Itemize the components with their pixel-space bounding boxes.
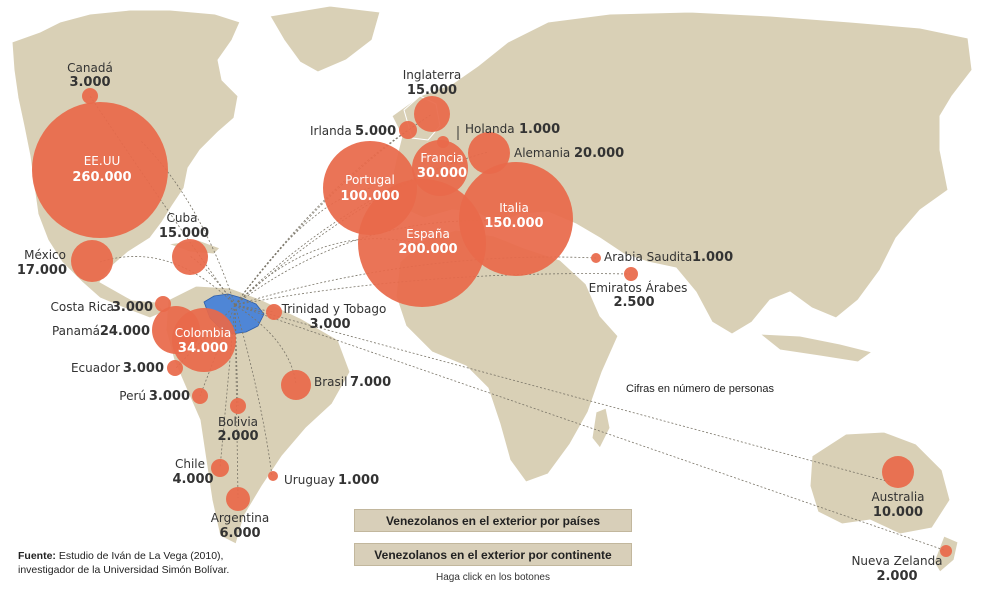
by-country-button[interactable]: Venezolanos en el exterior por países bbox=[354, 509, 632, 532]
label-italia: Italia 150.000 bbox=[484, 201, 543, 231]
label-emiratos: Emiratos Árabes 2.500 bbox=[589, 280, 688, 310]
bubble-arabia[interactable] bbox=[591, 253, 601, 263]
label-eeuu: EE.UU 260.000 bbox=[72, 154, 131, 185]
figures-note: Cifras en número de personas bbox=[626, 383, 774, 395]
bubble-trinidad[interactable] bbox=[266, 304, 282, 320]
label-irlanda: Irlanda 5.000 bbox=[310, 124, 396, 139]
bubble-alemania[interactable] bbox=[468, 132, 510, 174]
land-masses bbox=[11, 5, 973, 573]
label-canada: Canadá 3.000 bbox=[67, 61, 113, 90]
label-holanda: Holanda 1.000 bbox=[465, 122, 560, 137]
label-francia: Francia 30.000 bbox=[417, 151, 467, 181]
bubble-inglaterra[interactable] bbox=[414, 96, 450, 132]
label-colombia: Colombia 34.000 bbox=[175, 326, 231, 356]
label-costa-rica: Costa Rica3.000 bbox=[51, 300, 153, 315]
labels: Canadá 3.000 México 17.000 Cuba 15.000 Cost… bbox=[17, 61, 943, 584]
bubble-peru[interactable] bbox=[192, 388, 208, 404]
label-trinidad: Trinidad y Tobago 3.000 bbox=[281, 302, 387, 332]
label-nueva-zelanda: Nueva Zelanda 2.000 bbox=[851, 554, 942, 584]
bubble-eeuu[interactable] bbox=[32, 102, 168, 238]
bubble-chile[interactable] bbox=[211, 459, 229, 477]
inner-labels: EE.UU 260.000 Colombia 34.000 Francia 30.00… bbox=[72, 151, 543, 356]
greenland-land bbox=[269, 5, 381, 73]
by-continent-button[interactable]: Venezolanos en el exterior por continent… bbox=[354, 543, 632, 566]
bubble-italia[interactable] bbox=[459, 162, 573, 276]
label-espana: España 200.000 bbox=[398, 227, 457, 257]
bubble-canada[interactable] bbox=[82, 88, 98, 104]
se-asia-islands-land bbox=[758, 333, 874, 363]
bubbles bbox=[32, 88, 952, 557]
bubble-argentina[interactable] bbox=[226, 487, 250, 511]
bubble-australia[interactable] bbox=[882, 456, 914, 488]
source-note: Fuente: Estudio de Iván de La Vega (2010… bbox=[18, 549, 229, 577]
bubble-nueva-zelanda[interactable] bbox=[940, 545, 952, 557]
label-panama: Panamá24.000 bbox=[52, 324, 150, 339]
label-arabia: Arabia Saudita1.000 bbox=[604, 250, 733, 265]
source-line-1: Estudio de Iván de La Vega (2010), bbox=[58, 550, 224, 562]
source-label: Fuente: bbox=[18, 550, 56, 562]
buttons-hint: Haga click en los botones bbox=[436, 572, 550, 583]
bubble-cuba[interactable] bbox=[172, 239, 208, 275]
bubble-ecuador[interactable] bbox=[167, 360, 183, 376]
label-uruguay: Uruguay 1.000 bbox=[284, 473, 379, 488]
bubble-uruguay[interactable] bbox=[268, 471, 278, 481]
label-australia: Australia 10.000 bbox=[871, 490, 924, 520]
label-alemania: Alemania 20.000 bbox=[514, 146, 624, 161]
bubble-espana[interactable] bbox=[358, 179, 486, 307]
bubble-bolivia[interactable] bbox=[230, 398, 246, 414]
madagascar-land bbox=[591, 407, 611, 449]
label-chile: Chile 4.000 bbox=[172, 457, 213, 487]
bubble-irlanda[interactable] bbox=[399, 121, 417, 139]
label-mexico: México 17.000 bbox=[17, 248, 67, 278]
label-cuba: Cuba 15.000 bbox=[159, 211, 209, 241]
bubble-emiratos[interactable] bbox=[624, 267, 638, 281]
label-peru: Perú 3.000 bbox=[119, 389, 190, 404]
source-line-2: investigador de la Universidad Simón Bol… bbox=[18, 564, 230, 576]
label-ecuador: Ecuador 3.000 bbox=[71, 361, 164, 376]
label-portugal: Portugal 100.000 bbox=[340, 173, 399, 204]
label-bolivia: Bolivia 2.000 bbox=[217, 415, 258, 444]
bubble-colombia[interactable] bbox=[172, 308, 236, 372]
label-brasil: Brasil 7.000 bbox=[314, 375, 391, 390]
bubble-brasil[interactable] bbox=[281, 370, 311, 400]
bubble-mexico[interactable] bbox=[71, 240, 113, 282]
australia-land bbox=[809, 431, 951, 535]
label-inglaterra: Inglaterra 15.000 bbox=[403, 68, 462, 98]
label-argentina: Argentina 6.000 bbox=[211, 511, 270, 541]
